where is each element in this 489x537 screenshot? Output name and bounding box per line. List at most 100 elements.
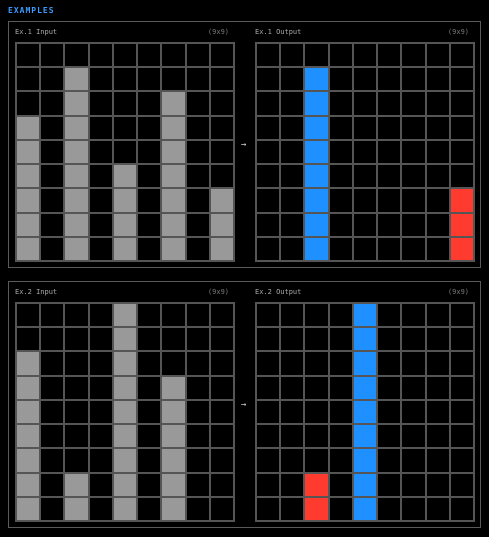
grid-cell [281, 352, 304, 375]
example-2: Ex.2 Input (9x9) → Ex.2 Output (9x9) [8, 281, 481, 528]
grid-cell [41, 304, 64, 327]
grid-cell [450, 165, 473, 188]
grid-cell [17, 68, 40, 91]
grid-cell [281, 497, 304, 520]
panel-label: Ex.2 Output [255, 288, 302, 296]
grid-cell [89, 189, 112, 212]
grid-cell [186, 473, 209, 496]
grid-cell [41, 376, 64, 399]
grid-cell [378, 497, 401, 520]
grid-cell [65, 68, 88, 91]
grid-cell [378, 304, 401, 327]
grid-cell [210, 92, 233, 115]
grid-cell [41, 237, 64, 260]
grid-cell [17, 400, 40, 424]
grid-cell [89, 328, 112, 351]
grid-cell [210, 116, 233, 139]
grid-cell [305, 425, 328, 448]
grid-cell [450, 213, 473, 236]
grid-cell [402, 304, 425, 327]
grid-cell [329, 237, 352, 260]
grid-cell [353, 116, 377, 139]
grid-cell [89, 44, 112, 67]
grid-cell [65, 116, 88, 139]
example-1-input-panel: Ex.1 Input (9x9) [9, 22, 235, 269]
grid-cell [138, 213, 161, 236]
grid-cell [210, 400, 233, 424]
grid-cell [257, 400, 280, 424]
grid-cell [305, 352, 328, 375]
grid-cell [41, 213, 64, 236]
grid-cell [402, 140, 425, 164]
grid-cell [378, 237, 401, 260]
grid-cell [113, 68, 137, 91]
grid-cell [41, 116, 64, 139]
section-title: EXAMPLES [8, 6, 55, 15]
grid-cell [65, 165, 88, 188]
grid-cell [65, 92, 88, 115]
grid-cell [41, 473, 64, 496]
grid-cell [17, 140, 40, 164]
grid-cell [329, 140, 352, 164]
grid-cell [281, 237, 304, 260]
panel-label: Ex.1 Output [255, 28, 302, 36]
grid-cell [162, 304, 185, 327]
grid-cell [378, 400, 401, 424]
grid-cell [65, 376, 88, 399]
grid-cell [281, 473, 304, 496]
grid-cell [210, 213, 233, 236]
grid-cell [210, 237, 233, 260]
grid-cell [17, 449, 40, 472]
grid-cell [402, 68, 425, 91]
grid-cell [257, 140, 280, 164]
grid-cell [210, 68, 233, 91]
grid-cell [329, 425, 352, 448]
grid-cell [378, 92, 401, 115]
grid-cell [426, 189, 449, 212]
grid-cell [402, 328, 425, 351]
grid-cell [186, 140, 209, 164]
grid-cell [426, 165, 449, 188]
grid-cell [89, 497, 112, 520]
grid-cell [138, 497, 161, 520]
grid-cell [450, 400, 473, 424]
grid-cell [113, 44, 137, 67]
grid-cell [89, 352, 112, 375]
grid-cell [138, 165, 161, 188]
grid-cell [402, 165, 425, 188]
grid-size-label: (9x9) [447, 28, 469, 36]
grid-cell [186, 68, 209, 91]
grid-cell [378, 116, 401, 139]
grid-cell [162, 449, 185, 472]
grid-cell [113, 352, 137, 375]
grid-cell [402, 376, 425, 399]
grid-cell [210, 376, 233, 399]
grid-cell [138, 68, 161, 91]
grid-cell [450, 473, 473, 496]
grid-cell [89, 165, 112, 188]
grid-cell [329, 68, 352, 91]
grid-cell [162, 376, 185, 399]
grid-cell [329, 116, 352, 139]
grid-cell [257, 68, 280, 91]
grid-cell [17, 44, 40, 67]
grid-cell [162, 44, 185, 67]
grid-cell [305, 116, 328, 139]
grid-cell [281, 68, 304, 91]
grid-cell [186, 449, 209, 472]
example-2-output-panel: Ex.2 Output (9x9) [249, 282, 475, 529]
grid-cell [89, 400, 112, 424]
grid-cell [402, 116, 425, 139]
grid-size-label: (9x9) [447, 288, 469, 296]
grid-cell [378, 140, 401, 164]
grid-cell [257, 44, 280, 67]
grid-cell [65, 304, 88, 327]
output-grid [255, 42, 475, 262]
grid-cell [257, 165, 280, 188]
grid-cell [426, 400, 449, 424]
grid-cell [353, 497, 377, 520]
grid-cell [378, 189, 401, 212]
grid-cell [257, 116, 280, 139]
grid-cell [305, 376, 328, 399]
